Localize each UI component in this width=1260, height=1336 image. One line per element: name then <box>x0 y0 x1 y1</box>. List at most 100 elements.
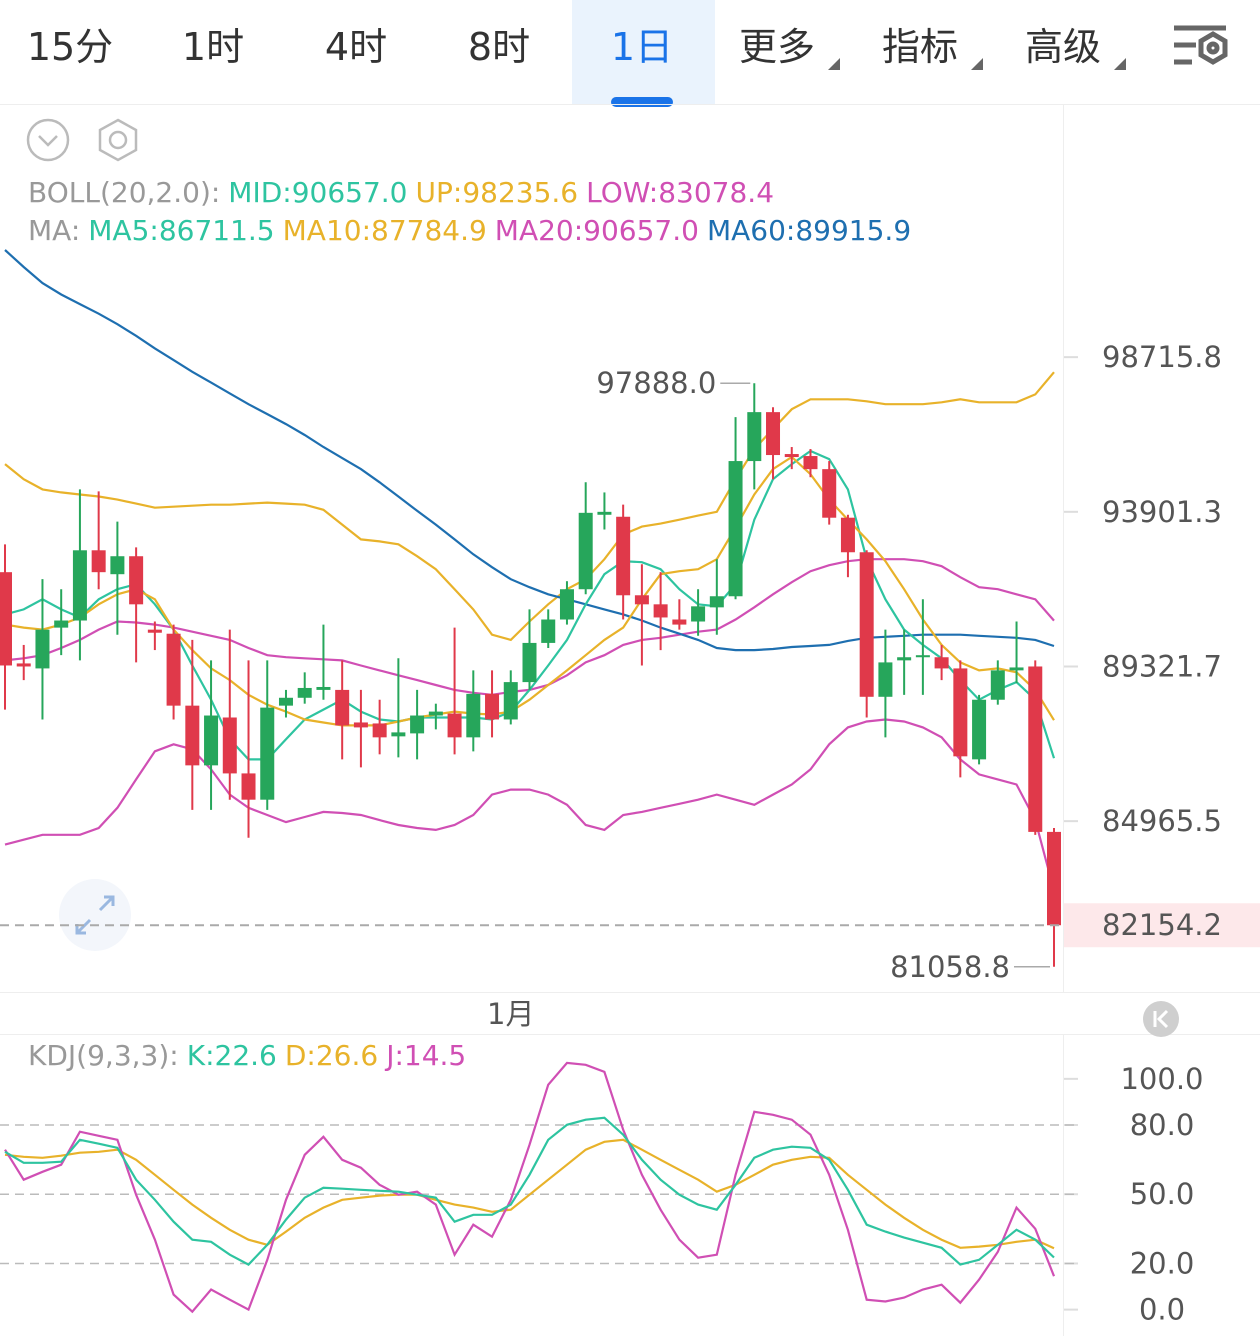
settings-button[interactable] <box>98 118 138 162</box>
low-label: 81058.8 <box>890 950 1010 984</box>
tab[interactable]: 15分 <box>27 25 113 69</box>
candle-body <box>241 773 256 800</box>
legend-entry: MID:90657.0 <box>228 176 407 209</box>
candle-body <box>316 686 331 690</box>
indicator-line <box>4 1061 1056 1314</box>
candle-body <box>91 550 106 573</box>
tab[interactable]: 4时 <box>325 25 387 69</box>
icon-circle <box>59 879 131 951</box>
icon-dot <box>108 130 128 150</box>
candle-body <box>915 655 930 658</box>
candle-body <box>878 662 893 697</box>
candle-body <box>16 663 31 667</box>
y-tick-label: 93901.3 <box>1102 495 1222 529</box>
icon-chevron <box>38 135 58 147</box>
expand-button[interactable] <box>59 879 131 951</box>
legend-entry: MA10:87784.9 <box>283 214 487 247</box>
y-tick-label: 100.0 <box>1120 1062 1203 1096</box>
candle-body <box>72 550 87 621</box>
legend-entry: BOLL(20,2.0): <box>28 176 220 209</box>
candle-body <box>503 682 518 720</box>
candle-body <box>934 657 949 669</box>
candle-body <box>353 722 368 728</box>
candle-body <box>859 552 874 697</box>
legend: KDJ(9,3,3): K:22.6 D:26.6 J:14.5 <box>28 1039 466 1072</box>
candle-body <box>1047 831 1061 926</box>
tab[interactable]: 8时 <box>468 25 530 69</box>
candle-body <box>559 589 574 620</box>
legend-entry: MA20:90657.0 <box>495 214 699 247</box>
legend-entry: MA60:89915.9 <box>707 214 911 247</box>
menu-tab[interactable]: 高级 <box>1025 25 1101 69</box>
candle-body <box>35 629 50 669</box>
candle-body <box>166 633 181 706</box>
legend: BOLL(20,2.0): MID:90657.0 UP:98235.6 LOW:83… <box>28 176 774 209</box>
candle-body <box>822 469 837 518</box>
candle-body <box>1009 667 1024 671</box>
icon-arrows <box>75 895 115 935</box>
y-tick-label: 80.0 <box>1130 1108 1195 1142</box>
y-tick-label: 84965.5 <box>1102 804 1222 838</box>
price-panel: 98715.8 93901.3 89321.7 84965.5 1月 82154.2 978… <box>0 176 1260 1031</box>
candle-body <box>297 687 312 698</box>
candle-body <box>616 516 631 596</box>
candle-body <box>728 461 743 597</box>
legend-entry: MA: <box>28 214 80 247</box>
legend-entry: J:14.5 <box>384 1039 466 1072</box>
candle-body <box>428 711 443 716</box>
candle-body <box>634 595 649 605</box>
candle-body <box>522 642 537 683</box>
candle-body <box>485 693 500 720</box>
candle-body <box>110 556 125 575</box>
active-tab-bg <box>572 0 715 104</box>
candle-body <box>185 705 200 766</box>
candle-body <box>410 715 425 734</box>
candle-body <box>653 604 668 618</box>
icon-hex <box>98 118 138 162</box>
candle-body <box>147 629 162 633</box>
candle-body <box>222 717 237 774</box>
y-tick-label: 50.0 <box>1130 1177 1195 1211</box>
y-tick-label: 20.0 <box>1130 1246 1195 1280</box>
candle-body <box>335 689 350 726</box>
menu-tab[interactable]: 指标 <box>882 25 958 69</box>
candle-body <box>897 657 912 661</box>
dropdown-arrow <box>1114 58 1126 70</box>
reset-button[interactable] <box>1143 1001 1179 1037</box>
last-price-box <box>1064 903 1260 948</box>
filter-icon[interactable] <box>1174 25 1228 65</box>
dropdown-arrow <box>971 58 983 70</box>
icon-dot <box>1206 41 1220 55</box>
candle-body <box>953 668 968 757</box>
legend-entry: UP:98235.6 <box>416 176 579 209</box>
legend-entry: KDJ(9,3,3): <box>28 1039 179 1072</box>
candle-body <box>278 697 293 706</box>
candle-body <box>447 713 462 738</box>
candle-body <box>466 693 481 738</box>
candle-body <box>990 670 1005 700</box>
candle-body <box>391 732 406 737</box>
tab[interactable]: 1日 <box>611 25 673 69</box>
legend: MA: MA5:86711.5 MA10:87784.9 MA20:90657.0 MA… <box>28 214 911 247</box>
last-price-label: 82154.2 <box>1102 908 1222 942</box>
indicator-line <box>4 249 1055 652</box>
candle-body <box>597 511 612 515</box>
indicator-line <box>4 1138 1055 1250</box>
tab[interactable]: 1时 <box>182 25 244 69</box>
collapse-button[interactable] <box>26 118 70 162</box>
candle-body <box>747 412 762 462</box>
icon-circle <box>26 118 70 162</box>
y-tick-label: 0.0 <box>1139 1293 1185 1327</box>
dropdown-arrow <box>828 58 840 70</box>
candle-body <box>129 556 144 605</box>
menu-tab[interactable]: 更多 <box>739 25 815 69</box>
candle-body <box>1028 666 1043 832</box>
high-label: 97888.0 <box>596 366 716 400</box>
legend-entry: MA5:86711.5 <box>88 214 274 247</box>
y-tick-label: 98715.8 <box>1102 340 1222 374</box>
y-tick-label: 89321.7 <box>1102 649 1222 683</box>
candle-body <box>972 699 987 760</box>
x-tick-label: 1月 <box>487 997 534 1031</box>
